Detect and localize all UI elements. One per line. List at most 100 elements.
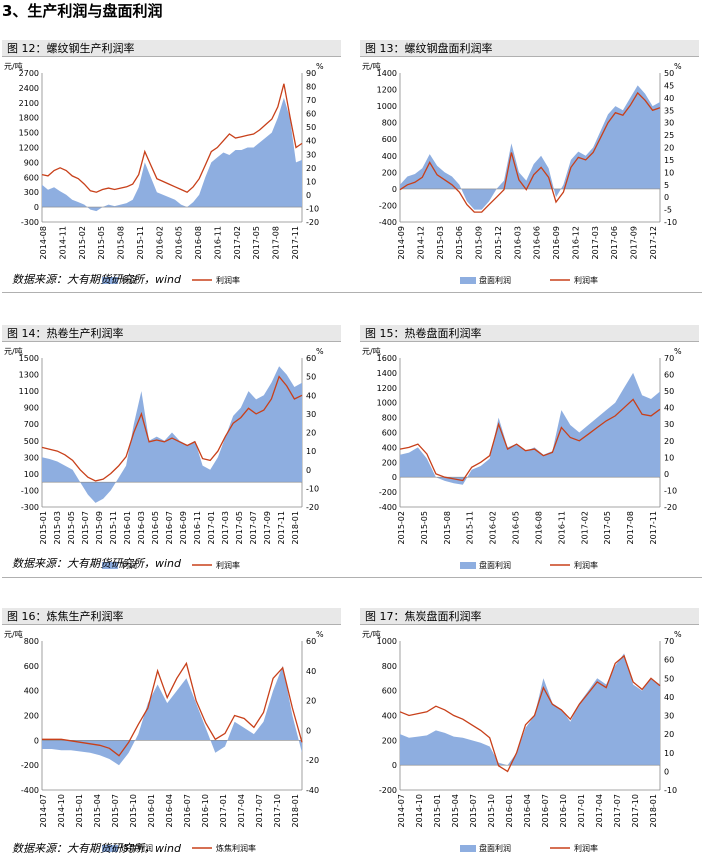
x-tick-label: 2016-05: [512, 511, 521, 544]
left-tick-label: 500: [24, 437, 39, 446]
right-tick-label: 40: [306, 667, 316, 676]
right-tick-label: 50: [664, 674, 674, 683]
x-tick-label: 2015-08: [443, 511, 452, 544]
right-tick-label: 30: [306, 410, 316, 419]
x-tick-label: 2015-08: [117, 226, 126, 259]
figure-12-title: 图 12：螺纹钢生产利润率: [2, 40, 341, 57]
x-tick-label: 2017-05: [235, 511, 244, 544]
left-tick-label: 300: [24, 188, 39, 197]
left-tick-label: 1800: [19, 114, 39, 123]
x-tick-label: 2017-07: [613, 794, 622, 827]
x-tick-label: 2017-03: [591, 226, 600, 259]
x-tick-label: 2015-01: [75, 794, 84, 827]
right-tick-label: 60: [664, 371, 674, 380]
x-tick-label: 2017-09: [630, 226, 639, 259]
left-unit-label: 元/吨: [362, 346, 381, 356]
x-tick-label: 2017-10: [631, 794, 640, 827]
x-tick-label: 2015-11: [109, 511, 118, 544]
left-tick-label: 600: [382, 687, 397, 696]
series-area-盘面利润: [400, 653, 660, 766]
x-tick-label: 2016-07: [165, 511, 174, 544]
x-tick-label: 2015-07: [81, 511, 90, 544]
chart-15: 元/吨 %16001400120010008006004002000-200-40…: [362, 346, 682, 570]
legend-area-label: 盘面利润: [479, 843, 511, 853]
x-tick-label: 2016-11: [193, 511, 202, 544]
left-tick-label: 800: [382, 414, 397, 423]
right-tick-label: 60: [306, 637, 316, 646]
right-tick-label: 20: [664, 144, 674, 153]
x-tick-label: 2018-01: [291, 511, 300, 544]
left-tick-label: 600: [24, 173, 39, 182]
x-tick-label: 2017-11: [649, 511, 658, 544]
left-tick-label: 1100: [19, 387, 39, 396]
legend-area-label: 利润: [121, 560, 137, 570]
x-tick-label: 2015-02: [397, 511, 406, 544]
x-tick-label: 2016-01: [147, 794, 156, 827]
x-tick-label: 2017-01: [219, 794, 228, 827]
legend-area-swatch: [460, 277, 476, 284]
left-unit-label: 元/吨: [362, 629, 381, 639]
right-tick-label: 25: [664, 131, 674, 140]
left-tick-label: 0: [392, 761, 397, 770]
x-tick-label: 2018-01: [649, 794, 658, 827]
left-tick-label: 1000: [377, 102, 397, 111]
left-tick-label: 900: [24, 404, 39, 413]
left-tick-label: -100: [21, 486, 39, 495]
source-note-3: 数据来源：大有期货研究所，wind: [12, 842, 182, 855]
x-tick-label: 2015-04: [451, 794, 460, 827]
x-tick-label: 2015-01: [433, 794, 442, 827]
x-tick-label: 2016-08: [534, 511, 543, 544]
x-tick-label: 2015-04: [93, 794, 102, 827]
figure-16-title: 图 16：炼焦生产利润率: [2, 608, 341, 625]
x-tick-label: 2017-03: [221, 511, 230, 544]
right-tick-label: 90: [306, 69, 316, 78]
chart-16: 元/吨 %8006004002000-200-4006040200-20-4020…: [4, 629, 324, 853]
right-tick-label: 30: [664, 712, 674, 721]
x-tick-label: 2015-09: [95, 511, 104, 544]
right-tick-label: -10: [306, 484, 319, 493]
x-tick-label: 2015-11: [466, 511, 475, 544]
left-tick-label: 800: [382, 662, 397, 671]
right-tick-label: 5: [664, 181, 669, 190]
right-unit-label: %: [316, 630, 324, 639]
x-tick-label: 2015-06: [455, 226, 464, 259]
right-tick-label: 40: [306, 137, 316, 146]
left-tick-label: 0: [392, 185, 397, 194]
legend-line-label: 利润率: [574, 843, 598, 853]
x-tick-label: 2016-02: [489, 511, 498, 544]
x-tick-label: 2014-07: [397, 794, 406, 827]
series-line-利润率: [399, 654, 661, 773]
x-tick-label: 2014-09: [397, 226, 406, 259]
x-tick-label: 2017-01: [577, 794, 586, 827]
x-tick-label: 2016-01: [505, 794, 514, 827]
right-tick-label: 40: [306, 391, 316, 400]
left-tick-label: 1600: [377, 354, 397, 363]
right-unit-label: %: [316, 347, 324, 356]
series-line-利润率: [41, 83, 303, 193]
left-tick-label: 0: [34, 736, 39, 745]
x-tick-label: 2016-08: [194, 226, 203, 259]
right-tick-label: 80: [306, 83, 316, 92]
chart-13: 元/吨 %1400120010008006004002000-200-400504…: [362, 61, 682, 285]
left-unit-label: 元/吨: [4, 629, 23, 639]
x-tick-label: 2015-07: [469, 794, 478, 827]
x-tick-label: 2015-05: [67, 511, 76, 544]
left-tick-label: 900: [24, 158, 39, 167]
right-tick-label: 35: [664, 106, 674, 115]
x-tick-label: 2017-01: [207, 511, 216, 544]
left-tick-label: 1200: [377, 384, 397, 393]
x-tick-label: 2017-07: [249, 511, 258, 544]
chart-17: 元/吨 % 1000 800 600 400 200 0 -200 70 60 50 40 30 20 10 0…: [362, 629, 682, 853]
left-tick-label: 200: [24, 712, 39, 721]
right-tick-label: 20: [306, 429, 316, 438]
right-tick-label: 30: [306, 150, 316, 159]
figure-15: 图 15：热卷盘面利润率 元/吨% 1600 1400 1200 1000 800 600 4…: [360, 325, 699, 575]
left-tick-label: 1200: [19, 144, 39, 153]
x-tick-label: 2015-07: [111, 794, 120, 827]
right-tick-label: 0: [306, 191, 311, 200]
right-tick-label: -10: [664, 486, 677, 495]
right-tick-label: 30: [664, 119, 674, 128]
right-tick-label: -10: [664, 218, 677, 227]
left-tick-label: 2400: [19, 84, 39, 93]
x-tick-label: 2015-10: [487, 794, 496, 827]
